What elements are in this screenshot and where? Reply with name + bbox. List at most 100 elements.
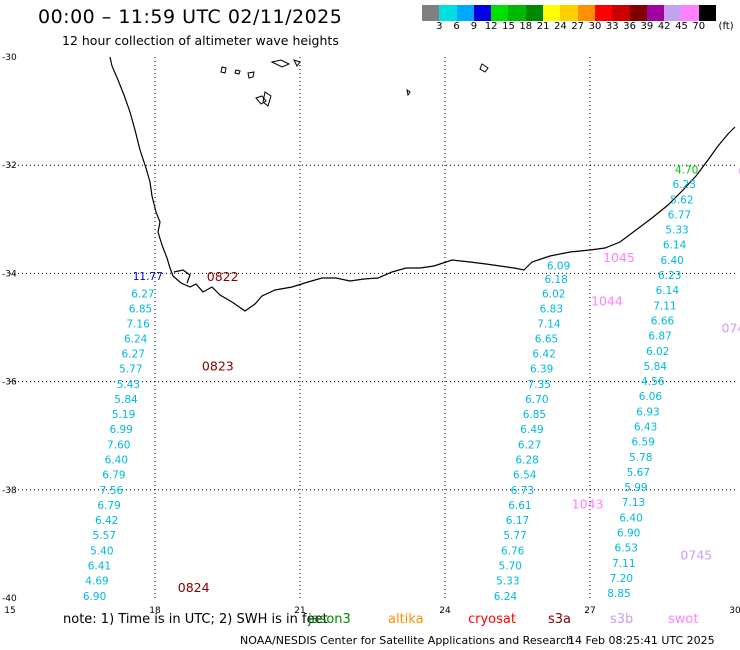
wave-height-value: 6.23 xyxy=(673,179,696,191)
wave-height-value: 6.66 xyxy=(651,315,675,327)
wave-height-value: 6.79 xyxy=(97,500,120,512)
legend-label: 33 xyxy=(605,21,619,32)
legend-swatch xyxy=(491,5,509,21)
wave-height-value: 6.02 xyxy=(542,288,565,300)
pass-time-label: 0822 xyxy=(207,269,239,284)
wave-height-value: 6.27 xyxy=(131,288,154,300)
wave-height-value: 6.41 xyxy=(88,561,111,573)
wave-height-value: 6.90 xyxy=(617,528,640,540)
wave-height-value: 6.54 xyxy=(513,470,537,482)
pass-time-label: 1045 xyxy=(603,250,635,265)
satellite-legend-item: altika xyxy=(388,612,424,627)
legend-label: 45 xyxy=(675,21,688,32)
legend-label: 36 xyxy=(623,21,636,32)
credit-line: NOAA/NESDIS Center for Satellite Applica… xyxy=(240,634,574,647)
lon-tick-label: 30 xyxy=(729,606,740,616)
wave-height-value: 6.18 xyxy=(544,274,567,286)
legend-label: 24 xyxy=(554,21,567,32)
legend-swatch xyxy=(525,5,544,21)
pass-time-label: 0744 xyxy=(738,164,740,179)
wave-height-value: 7.35 xyxy=(528,379,551,391)
legend-label: 39 xyxy=(640,21,654,32)
legend-swatch xyxy=(456,5,474,21)
lat-tick-label: -40 xyxy=(2,594,17,604)
coastline xyxy=(109,56,736,312)
wave-height-value: 6.40 xyxy=(660,255,683,267)
coastline-cape xyxy=(173,269,191,284)
wave-height-value: 4.70 xyxy=(675,165,698,177)
wave-height-value: 6.83 xyxy=(540,304,563,316)
pass-time-labels: 0822 0823 0824 1045 1044 1043 0744 0744 0745 xyxy=(178,164,740,596)
wave-height-value: 6.42 xyxy=(532,348,555,360)
color-scale-legend xyxy=(422,5,717,21)
wave-height-value: 5.19 xyxy=(112,409,135,421)
generated-timestamp: 14 Feb 08:25:41 UTC 2025 xyxy=(568,634,715,647)
pass-time-label: 1043 xyxy=(572,496,604,511)
legend-swatch xyxy=(612,5,630,21)
wave-height-value: 6.06 xyxy=(639,391,663,403)
legend-label: 21 xyxy=(536,21,550,32)
legend-label: 15 xyxy=(502,21,515,32)
lon-tick-label: 15 xyxy=(4,606,15,616)
legend-swatch xyxy=(422,5,440,21)
wave-height-value: 5.57 xyxy=(93,530,116,542)
wave-height-value: 6.59 xyxy=(631,437,654,449)
island-outline xyxy=(247,71,255,79)
map-title: 00:00 – 11:59 UTC 02/11/2025 xyxy=(38,6,343,28)
pass-time-label: 0744 xyxy=(722,321,740,336)
wave-height-value: 6.42 xyxy=(95,515,118,527)
wave-height-value: 5.62 xyxy=(670,194,693,206)
lat-lon-grid xyxy=(10,57,735,598)
wave-height-value: 6.02 xyxy=(646,346,669,358)
footer-note: note: 1) Time is in UTC; 2) SWH is in fe… xyxy=(63,612,328,627)
legend-label: 42 xyxy=(657,21,671,32)
lat-tick-label: -32 xyxy=(2,161,17,171)
color-scale-labels: 3 6 9 12 15 18 21 24 27 30 33 36 39 42 45 70 (ft) xyxy=(422,21,740,35)
lat-tick-label: -34 xyxy=(2,269,17,279)
wave-height-value: 7.60 xyxy=(107,439,130,451)
wave-height-value: 5.84 xyxy=(114,394,138,406)
legend-swatch xyxy=(664,5,682,21)
legend-label: 3 xyxy=(436,21,443,32)
wave-height-value: 7.11 xyxy=(653,300,676,312)
wave-height-value: 8.85 xyxy=(607,588,630,600)
wave-height-value: 5.70 xyxy=(499,561,522,573)
legend-label: 70 xyxy=(692,21,706,32)
wave-height-value: 6.24 xyxy=(494,591,518,603)
legend-label: 30 xyxy=(588,21,602,32)
legend-label: 6 xyxy=(453,21,460,32)
wave-height-value: 11.77 xyxy=(133,271,163,283)
wave-height-value: 5.77 xyxy=(119,364,142,376)
wave-height-value: 5.40 xyxy=(90,545,113,557)
wave-height-value: 6.87 xyxy=(648,331,671,343)
lat-tick-label: -36 xyxy=(2,378,17,388)
wave-height-value: 6.23 xyxy=(658,270,681,282)
wave-height-value: 6.14 xyxy=(656,285,680,297)
wave-height-value: 6.40 xyxy=(105,455,128,467)
wave-height-value: 6.61 xyxy=(508,500,531,512)
legend-swatch xyxy=(629,5,647,21)
legend-swatch xyxy=(543,5,561,21)
wave-height-value: 5.84 xyxy=(644,361,668,373)
wave-height-value: 6.43 xyxy=(634,422,657,434)
legend-swatch xyxy=(577,5,595,21)
wave-height-value: 7.14 xyxy=(537,319,561,331)
wave-height-value: 7.16 xyxy=(126,319,150,331)
island-outline xyxy=(293,59,301,67)
wave-height-value: 6.77 xyxy=(668,209,691,221)
island-outline xyxy=(406,88,411,97)
altimeter-tracks: 11.77 6.27 6.85 7.16 6.24 6.27 5.77 5.43 5.84 5.1… xyxy=(83,165,698,603)
wave-height-value: 6.27 xyxy=(518,439,541,451)
wave-height-value: 7.20 xyxy=(610,573,633,585)
legend-swatch xyxy=(560,5,578,21)
wave-height-value: 7.13 xyxy=(622,497,645,509)
wave-height-value: 5.33 xyxy=(496,576,519,588)
wave-height-value: 5.43 xyxy=(117,379,140,391)
wave-height-value: 5.33 xyxy=(665,225,688,237)
wave-height-value: 6.53 xyxy=(615,543,638,555)
legend-swatch xyxy=(698,5,717,21)
lon-tick-label: 24 xyxy=(439,606,451,616)
wave-height-value: 6.39 xyxy=(530,364,553,376)
coastline-path xyxy=(109,56,736,312)
